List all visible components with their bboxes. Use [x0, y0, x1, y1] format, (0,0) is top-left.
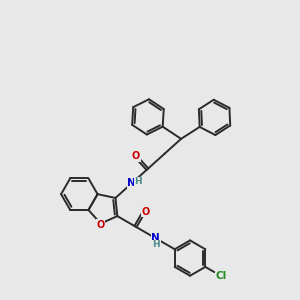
Text: O: O: [97, 220, 105, 230]
Text: H: H: [152, 240, 159, 249]
Text: O: O: [132, 152, 140, 161]
Text: N: N: [151, 233, 160, 243]
Text: Cl: Cl: [216, 271, 227, 281]
Text: O: O: [142, 207, 150, 217]
Text: H: H: [134, 177, 142, 186]
Text: N: N: [128, 178, 136, 188]
